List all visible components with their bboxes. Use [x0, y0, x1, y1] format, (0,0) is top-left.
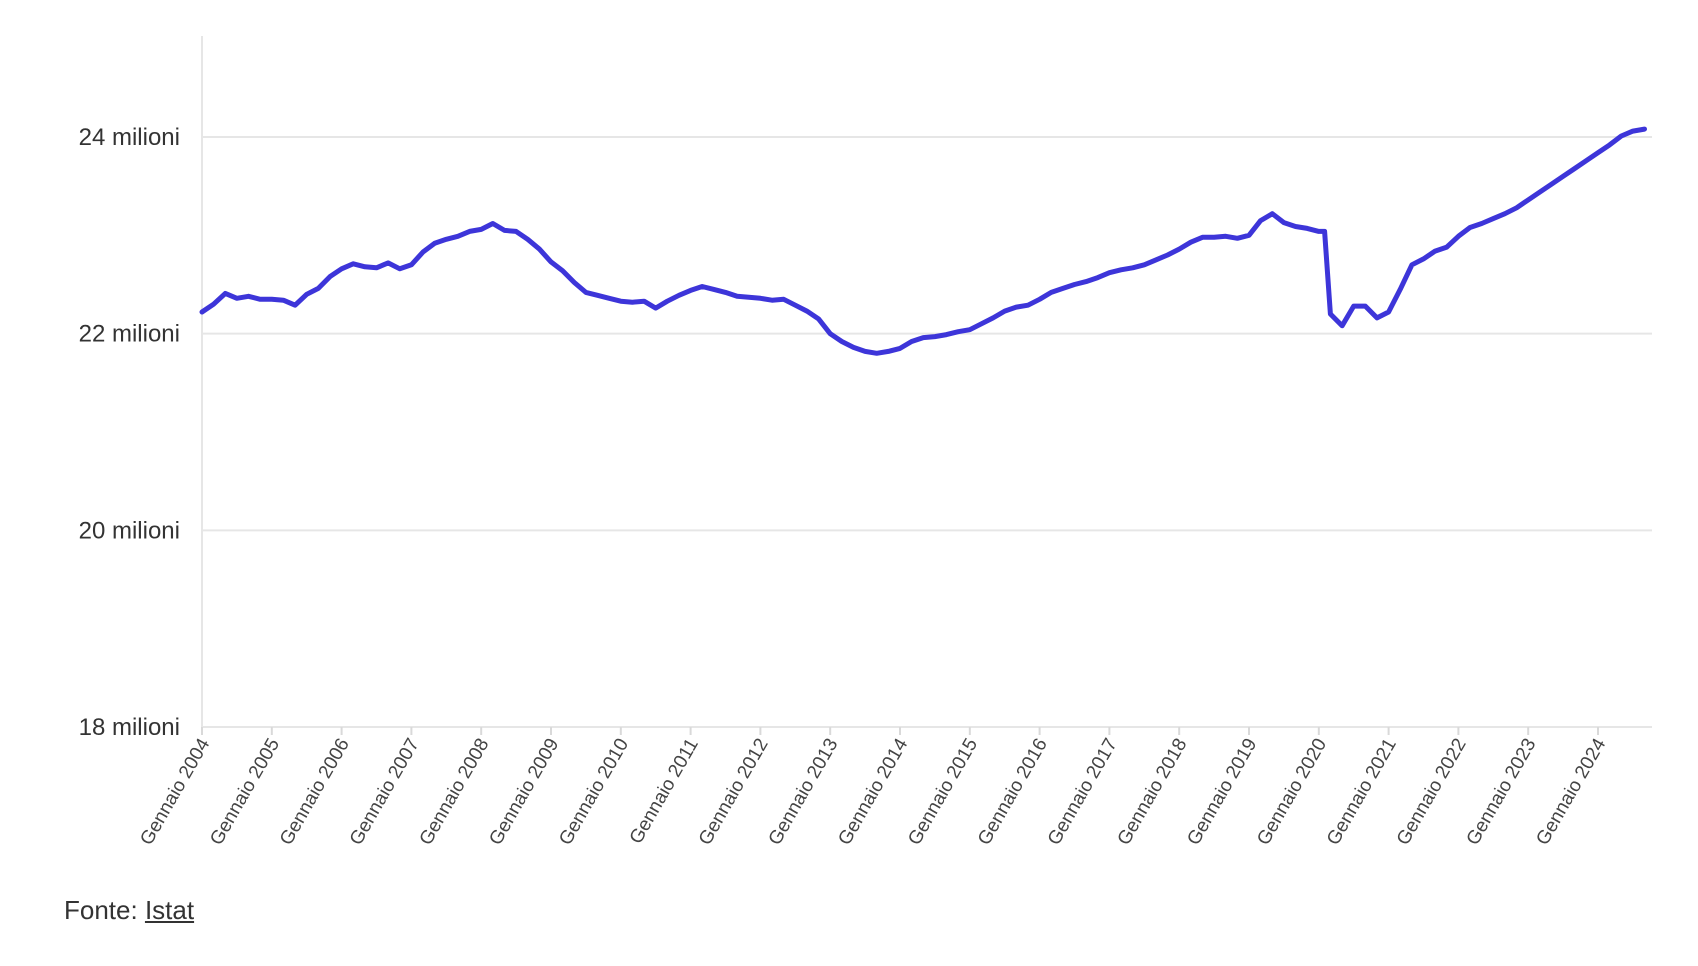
y-tick-label: 18 milioni: [79, 714, 180, 741]
x-tick-label: Gennaio 2007: [346, 735, 424, 849]
x-tick-label: Gennaio 2023: [1463, 735, 1541, 849]
x-tick-label: Gennaio 2015: [904, 735, 982, 849]
series-layer: [199, 126, 1647, 356]
series-line: [199, 126, 1647, 356]
source-note: Fonte: Istat: [64, 895, 194, 926]
x-tick-label: Gennaio 2020: [1253, 735, 1331, 849]
source-prefix: Fonte:: [64, 895, 145, 925]
x-tick-label: Gennaio 2009: [485, 735, 563, 849]
x-tick-label: Gennaio 2016: [974, 735, 1052, 849]
x-tick-label: Gennaio 2022: [1393, 735, 1471, 849]
x-tick-label: Gennaio 2019: [1183, 735, 1261, 849]
y-axis-ticks: 18 milioni 20 milioni 22 milioni 24 milioni: [79, 124, 180, 741]
x-tick-label: Gennaio 2008: [416, 735, 494, 849]
y-tick-label: 24 milioni: [79, 124, 180, 151]
x-tick-label: Gennaio 2013: [765, 735, 843, 849]
x-tick-label: Gennaio 2021: [1323, 735, 1401, 849]
x-tick-label: Gennaio 2017: [1044, 735, 1122, 849]
source-link[interactable]: Istat: [144, 895, 195, 925]
y-tick-label: 20 milioni: [79, 517, 180, 544]
x-tick-label: Gennaio 2005: [206, 735, 284, 849]
x-tick-label: Gennaio 2004: [136, 735, 214, 849]
y-tick-label: 22 milioni: [79, 321, 180, 348]
grid-lines: [202, 136, 1652, 532]
x-tick-label: Gennaio 2018: [1114, 735, 1192, 849]
x-tick-label: Gennaio 2006: [276, 735, 354, 849]
x-tick-label: Gennaio 2014: [834, 735, 912, 849]
x-tick-label: Gennaio 2010: [555, 735, 633, 849]
x-tick-label: Gennaio 2012: [695, 735, 773, 849]
x-tick-label: Gennaio 2011: [626, 735, 703, 848]
x-tick-label: Gennaio 2024: [1532, 735, 1610, 849]
line-chart: 18 milioni 20 milioni 22 milioni 24 milioni…: [79, 36, 1652, 849]
